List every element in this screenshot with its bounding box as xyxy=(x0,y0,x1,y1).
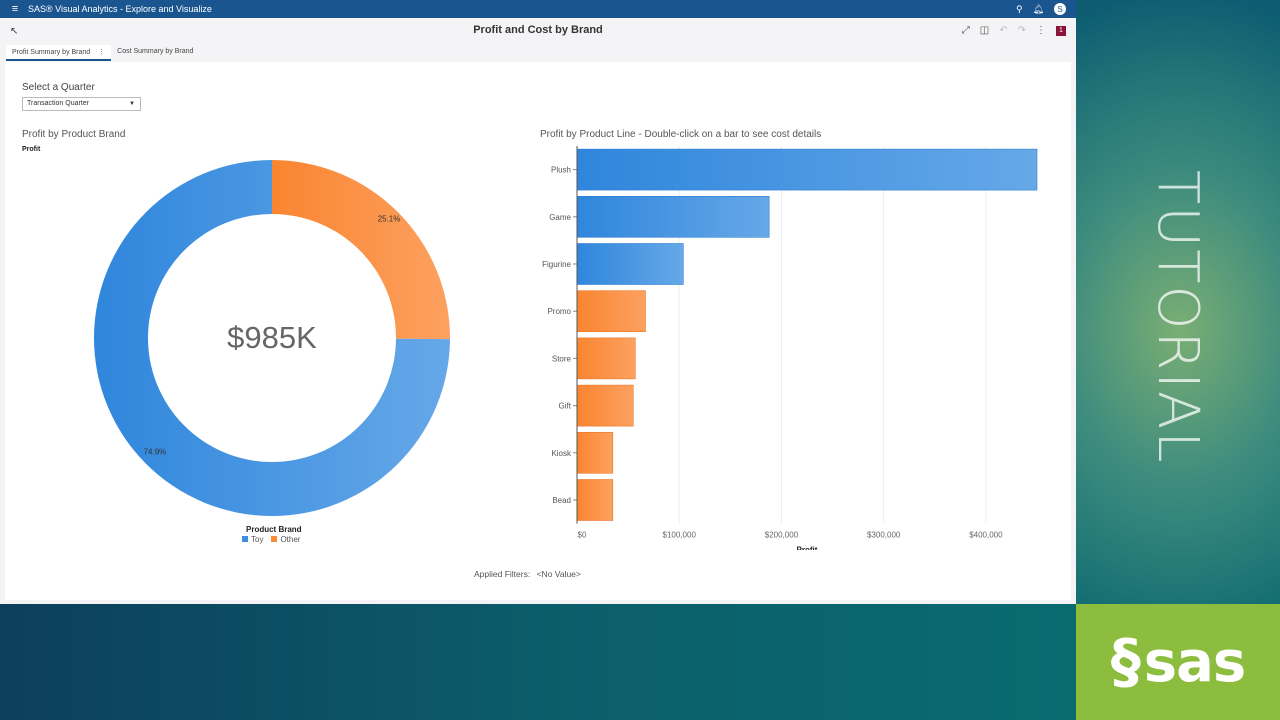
layout-icon[interactable]: ◫ xyxy=(979,25,990,36)
bar-store[interactable] xyxy=(576,337,636,380)
tab-cost-summary[interactable]: Cost Summary by Brand xyxy=(111,45,199,61)
avatar[interactable]: S xyxy=(1054,3,1066,15)
redo-icon[interactable]: ↷ xyxy=(1017,25,1026,36)
report-toolbar: ⤢ ◫ ↶ ↷ ⋮ 1 xyxy=(962,25,1066,36)
dropdown-value: Transaction Quarter xyxy=(27,100,89,107)
tab-label: Profit Summary by Brand xyxy=(12,49,91,56)
donut-measure-label: Profit xyxy=(22,146,41,153)
y-tick-label: Figurine xyxy=(542,260,571,269)
sas-mark-icon: § xyxy=(1110,627,1141,697)
legend-label: Other xyxy=(280,535,301,544)
legend-swatch xyxy=(242,536,248,542)
notification-bell-icon[interactable]: 🔔︎ xyxy=(1032,3,1044,14)
y-tick-label: Gift xyxy=(559,402,572,411)
x-tick-label: $100,000 xyxy=(663,531,697,540)
tab-menu-icon[interactable]: ⋮ xyxy=(98,49,106,56)
donut-chart[interactable]: 25.1% 74.9% $985K xyxy=(82,148,462,528)
quarter-control-label: Select a Quarter xyxy=(22,82,95,93)
donut-title: Profit by Product Brand xyxy=(22,129,126,140)
sas-logo: § sas xyxy=(1110,627,1246,697)
sas-logo-box: § sas xyxy=(1076,604,1280,720)
legend-label: Toy xyxy=(251,535,264,544)
donut-slice-label: 25.1% xyxy=(378,215,401,224)
y-tick-label: Plush xyxy=(551,166,571,175)
donut-slice-other[interactable] xyxy=(272,160,450,340)
quarter-dropdown[interactable]: Transaction Quarter ▼ xyxy=(22,97,141,111)
donut-slice-label: 74.9% xyxy=(144,447,167,456)
app-window: ≡ SAS® Visual Analytics - Explore and Vi… xyxy=(0,0,1076,604)
bar-chart[interactable]: $0 $100,000 $200,000 $300,000 $400,000 Plush G… xyxy=(535,140,1055,550)
maximize-icon[interactable]: ⤢ xyxy=(961,25,970,36)
y-tick-label: Store xyxy=(552,354,572,363)
x-tick-label: $0 xyxy=(578,531,587,540)
undo-icon[interactable]: ↶ xyxy=(999,25,1008,36)
tutorial-text: TUTORIAL xyxy=(1145,170,1210,465)
applied-filters-value: <No Value> xyxy=(536,569,581,579)
y-tick-label: Game xyxy=(549,213,571,222)
search-icon[interactable]: ⚲ xyxy=(1015,3,1023,14)
report-tabs: Profit Summary by Brand ⋮ Cost Summary b… xyxy=(6,45,199,61)
more-options-icon[interactable]: ⋮ xyxy=(1036,25,1046,36)
bottom-band xyxy=(0,604,1076,720)
bar-bead[interactable] xyxy=(576,479,614,521)
applied-filters: Applied Filters: <No Value> xyxy=(474,569,581,579)
bar-figurine[interactable] xyxy=(576,243,684,285)
tab-profit-summary[interactable]: Profit Summary by Brand ⋮ xyxy=(6,45,112,61)
chevron-down-icon: ▼ xyxy=(129,101,135,107)
x-tick-label: $200,000 xyxy=(765,531,799,540)
legend-item-other[interactable]: Other xyxy=(271,535,300,544)
bar-chart-title: Profit by Product Line - Double-click on… xyxy=(540,129,822,140)
bar-promo[interactable] xyxy=(576,290,646,332)
app-title: SAS® Visual Analytics - Explore and Visu… xyxy=(28,4,212,14)
hamburger-menu-icon[interactable]: ≡ xyxy=(11,3,19,15)
y-tick-label: Promo xyxy=(547,307,571,316)
legend-title: Product Brand xyxy=(246,525,302,534)
report-header: ↖ Profit and Cost by Brand ⤢ ◫ ↶ ↷ ⋮ 1 xyxy=(0,18,1076,44)
back-arrow-icon[interactable]: ↖ xyxy=(10,26,19,37)
bar-game[interactable] xyxy=(576,195,770,238)
app-titlebar: ≡ SAS® Visual Analytics - Explore and Vi… xyxy=(0,0,1076,18)
x-axis-label: Profit xyxy=(797,546,818,550)
donut-center-value: $985K xyxy=(227,320,317,355)
bar-plush[interactable] xyxy=(576,148,1038,191)
legend-swatch xyxy=(271,536,278,542)
bar-kiosk[interactable] xyxy=(576,431,614,474)
applied-filters-label: Applied Filters: xyxy=(474,569,531,579)
y-tick-label: Kiosk xyxy=(551,449,572,458)
report-canvas: Select a Quarter Transaction Quarter ▼ P… xyxy=(5,62,1071,600)
x-tick-label: $400,000 xyxy=(969,531,1003,540)
x-tick-label: $300,000 xyxy=(867,531,901,540)
report-title: Profit and Cost by Brand xyxy=(473,24,603,36)
legend-item-toy[interactable]: Toy xyxy=(242,535,263,544)
sas-logo-text: sas xyxy=(1143,629,1246,695)
y-tick-label: Bead xyxy=(552,496,571,505)
bar-gift[interactable] xyxy=(576,384,634,427)
page-badge[interactable]: 1 xyxy=(1056,25,1066,36)
donut-legend: Toy Other xyxy=(242,535,300,544)
donut-slice-toy[interactable] xyxy=(93,160,450,516)
tab-label: Cost Summary by Brand xyxy=(117,48,194,55)
